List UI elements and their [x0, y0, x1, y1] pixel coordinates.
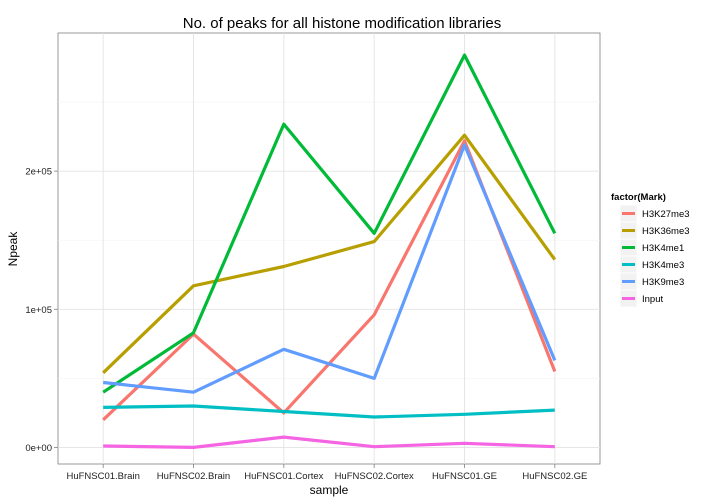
- x-tick-label: HuFNSC01.GE: [432, 471, 497, 482]
- y-axis-title: Npeak: [6, 231, 20, 267]
- legend-label: H3K9me3: [642, 277, 684, 288]
- x-tick-label: HuFNSC02.Brain: [157, 471, 230, 482]
- x-tick-label: HuFNSC01.Brain: [66, 471, 139, 482]
- plot-panel: [57, 32, 601, 465]
- legend-title: factor(Mark): [611, 192, 666, 203]
- series-line-h3k36me3: [102, 133, 557, 374]
- legend: factor(Mark) H3K27me3 H3K36me3 H3K4me1 H3K4…: [611, 192, 690, 308]
- x-tick-label: HuFNSC02.Cortex: [335, 471, 414, 482]
- legend-label: H3K36me3: [642, 226, 690, 237]
- series-line-h3k4me3: [103, 404, 555, 419]
- legend-label: H3K4me1: [642, 243, 684, 254]
- y-tick-label: 2e+05: [25, 167, 52, 178]
- y-tick-label: 0e+00: [25, 443, 52, 454]
- y-tick-label: 1e+05: [25, 305, 52, 316]
- series-line-input: [103, 435, 555, 449]
- legend-label: H3K4me3: [642, 260, 684, 271]
- legend-label: Input: [642, 294, 663, 305]
- x-tick-label: HuFNSC02.GE: [522, 471, 587, 482]
- x-tick-label: HuFNSC01.Cortex: [244, 471, 323, 482]
- chart-title: No. of peaks for all histone modificatio…: [183, 15, 502, 32]
- series-lines: [102, 53, 557, 449]
- x-axis-ticks: HuFNSC01.Brain HuFNSC02.Brain HuFNSC01.Cor…: [66, 464, 587, 482]
- y-axis-ticks: 0e+00 1e+05 2e+05: [25, 167, 58, 454]
- series-line-h3k9me3: [103, 143, 557, 394]
- x-axis-title: sample: [310, 483, 349, 497]
- series-line-h3k4me1: [102, 53, 557, 394]
- legend-label: H3K27me3: [642, 209, 690, 220]
